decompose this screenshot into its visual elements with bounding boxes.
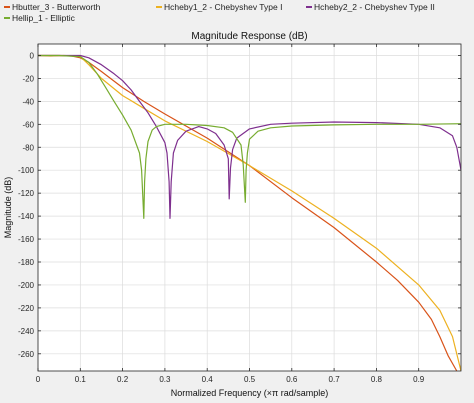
x-tick-label: 0: [36, 375, 41, 384]
y-axis-label: Magnitude (dB): [3, 177, 13, 239]
y-tick-label: -140: [18, 212, 35, 221]
legend-item: Hcheby1_2 - Chebyshev Type I: [156, 2, 282, 12]
x-tick-label: 0.6: [286, 375, 298, 384]
x-tick-label: 0.4: [202, 375, 214, 384]
x-tick-label: 0.9: [413, 375, 425, 384]
legend-item: Hbutter_3 - Butterworth: [4, 2, 100, 12]
y-tick-label: -240: [18, 327, 35, 336]
legend-label: Hcheby1_2 - Chebyshev Type I: [164, 2, 283, 12]
legend-label: Hbutter_3 - Butterworth: [12, 2, 101, 12]
x-tick-label: 0.2: [117, 375, 129, 384]
legend-swatch: [306, 6, 312, 8]
y-tick-label: -200: [18, 281, 35, 290]
y-tick-label: 0: [30, 51, 35, 60]
series-group: [38, 54, 461, 371]
chart-title: Magnitude Response (dB): [191, 31, 307, 42]
y-tick-label: -20: [22, 74, 34, 83]
y-tick-label: -100: [18, 166, 35, 175]
series-line: [38, 54, 461, 219]
x-tick-label: 0.5: [244, 375, 256, 384]
y-tick-label: -80: [22, 143, 34, 152]
x-tick-label: 0.8: [371, 375, 383, 384]
legend-swatch: [4, 6, 10, 8]
y-tick-label: -120: [18, 189, 35, 198]
x-tick-label: 0.7: [329, 375, 341, 384]
legend-label: Hellip_1 - Elliptic: [12, 13, 75, 23]
legend-item: Hellip_1 - Elliptic: [4, 13, 75, 23]
series-line: [38, 54, 461, 219]
y-tick-label: -260: [18, 350, 35, 359]
legend-swatch: [4, 17, 10, 19]
legend-label: Hcheby2_2 - Chebyshev Type II: [314, 2, 435, 12]
legend-swatch: [156, 6, 162, 8]
legend: Hbutter_3 - Butterworth Hcheby1_2 - Cheby…: [0, 0, 474, 26]
grid: [37, 44, 461, 371]
y-tick-label: -160: [18, 235, 35, 244]
x-tick-label: 0.3: [159, 375, 171, 384]
y-tick-label: -180: [18, 258, 35, 267]
legend-item: Hcheby2_2 - Chebyshev Type II: [306, 2, 435, 12]
y-tick-label: -40: [22, 97, 34, 106]
x-axis-label: Normalized Frequency (×π rad/sample): [171, 388, 329, 398]
y-tick-label: -60: [22, 120, 34, 129]
y-tick-label: -220: [18, 304, 35, 313]
x-tick-label: 0.1: [75, 375, 87, 384]
